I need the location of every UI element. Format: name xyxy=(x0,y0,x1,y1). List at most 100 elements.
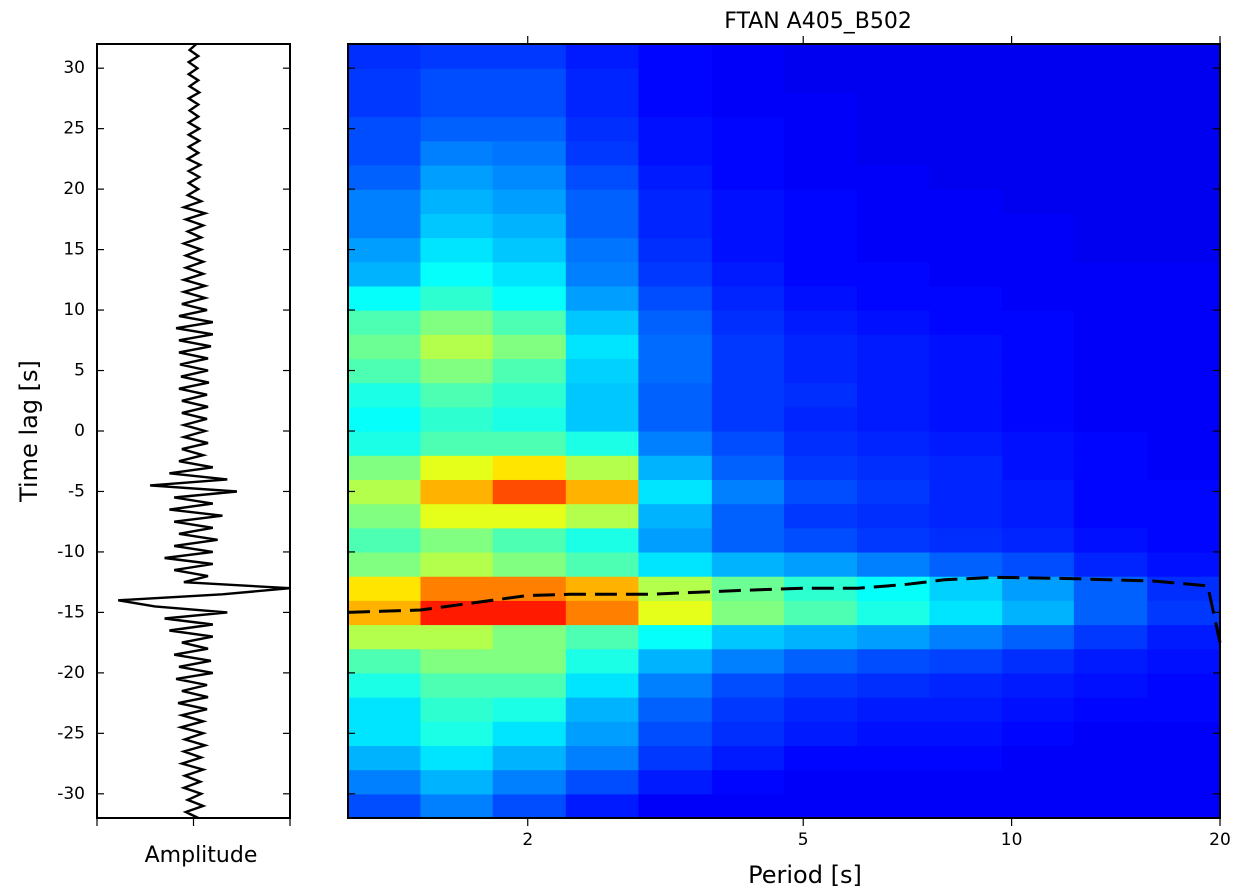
heatmap-cell xyxy=(1073,285,1148,311)
heatmap-cell xyxy=(638,382,713,408)
heatmap-cell xyxy=(348,44,422,69)
heatmap-cell xyxy=(565,285,640,311)
heatmap-cell xyxy=(492,261,567,287)
heatmap-cell xyxy=(1002,745,1075,771)
heatmap-cell xyxy=(711,358,785,384)
heatmap-cell xyxy=(1147,189,1221,214)
heatmap-cell xyxy=(1147,455,1221,480)
heatmap-cell xyxy=(565,793,640,819)
heatmap-cell xyxy=(638,697,713,722)
heatmap-cell xyxy=(565,721,640,747)
heatmap-cell xyxy=(929,213,1003,239)
heatmap-cell xyxy=(348,116,422,142)
heatmap-cell xyxy=(711,285,785,311)
x-axis-label: Period [s] xyxy=(748,861,862,889)
heatmap-cell xyxy=(857,769,931,795)
waveform-line xyxy=(118,43,291,820)
heatmap-cell xyxy=(1002,334,1075,360)
heatmap-cell xyxy=(420,164,494,190)
heatmap-cell xyxy=(565,431,640,456)
heatmap-cell xyxy=(783,479,858,505)
heatmap-cell xyxy=(1002,382,1075,408)
heatmap-cell xyxy=(1073,213,1148,239)
heatmap-cell xyxy=(711,479,785,505)
heatmap-cell xyxy=(929,382,1003,408)
heatmap-cell xyxy=(857,237,931,263)
heatmap-cell xyxy=(857,406,931,432)
heatmap-cell xyxy=(420,334,494,360)
heatmap-cell xyxy=(492,92,567,118)
heatmap-cell xyxy=(638,358,713,384)
heatmap-cell xyxy=(1147,382,1221,408)
y-tick-label: 10 xyxy=(63,300,85,320)
heatmap-cell xyxy=(711,92,785,118)
heatmap-cell xyxy=(783,140,858,166)
heatmap-cell xyxy=(420,527,494,553)
dispersion-curve xyxy=(347,575,1222,643)
heatmap-cell xyxy=(783,213,858,239)
heatmap-cell xyxy=(638,551,713,577)
y-tick-label: -20 xyxy=(57,663,85,683)
heatmap-cell xyxy=(1002,92,1075,118)
heatmap-cell xyxy=(638,68,713,93)
heatmap-cell xyxy=(1147,745,1221,771)
heatmap-cell xyxy=(857,382,931,408)
heatmap-cell xyxy=(348,576,422,601)
heatmap-cell xyxy=(348,697,422,722)
heatmap-cell xyxy=(420,431,494,456)
heatmap-cell xyxy=(565,527,640,553)
heatmap-cell xyxy=(420,261,494,287)
heatmap-cell xyxy=(857,189,931,214)
heatmap-cell xyxy=(565,745,640,771)
heatmap-cell xyxy=(929,721,1003,747)
heatmap-cell xyxy=(565,140,640,166)
heatmap-cell xyxy=(492,310,567,335)
heatmap-cell xyxy=(929,793,1003,819)
y-tick-label: -15 xyxy=(57,602,85,622)
heatmap-cell xyxy=(348,431,422,456)
heatmap-cell xyxy=(1002,44,1075,69)
heatmap-cell xyxy=(1147,697,1221,722)
heatmap-cell xyxy=(420,285,494,311)
y-tick-label: 5 xyxy=(74,361,85,381)
heatmap-cell xyxy=(783,431,858,456)
heatmap-cell xyxy=(1147,334,1221,360)
heatmap-cell xyxy=(857,600,931,626)
y-tick-label: 30 xyxy=(63,58,85,78)
heatmap-cell xyxy=(638,455,713,480)
heatmap-cell xyxy=(857,213,931,239)
x-tick-label: 2 xyxy=(522,830,533,850)
heatmap-cell xyxy=(420,793,494,819)
heatmap-cell xyxy=(1073,600,1148,626)
heatmap-cell xyxy=(711,116,785,142)
heatmap-cell xyxy=(348,406,422,432)
heatmap-cell xyxy=(492,455,567,480)
heatmap-cell xyxy=(565,237,640,263)
heatmap-cell xyxy=(1073,189,1148,214)
heatmap-cell xyxy=(565,261,640,287)
heatmap-cell xyxy=(420,721,494,747)
heatmap-cell xyxy=(420,310,494,335)
heatmap-cell xyxy=(420,92,494,118)
heatmap-cell xyxy=(1073,479,1148,505)
heatmap-cell xyxy=(420,648,494,674)
heatmap-cell xyxy=(1073,237,1148,263)
heatmap-cell xyxy=(638,721,713,747)
heatmap-cell xyxy=(492,769,567,795)
heatmap-cell xyxy=(929,237,1003,263)
heatmap-cell xyxy=(638,189,713,214)
heatmap-cell xyxy=(783,600,858,626)
heatmap-cell xyxy=(565,189,640,214)
heatmap-cell xyxy=(565,600,640,626)
heatmap-cell xyxy=(420,769,494,795)
heatmap-cell xyxy=(638,237,713,263)
heatmap-cell xyxy=(1002,68,1075,93)
heatmap-cell xyxy=(1002,648,1075,674)
heatmap-cell xyxy=(420,382,494,408)
heatmap-cell xyxy=(857,334,931,360)
heatmap-cell xyxy=(492,189,567,214)
heatmap-cell xyxy=(638,527,713,553)
heatmap-cell xyxy=(929,672,1003,698)
heatmap-cell xyxy=(711,164,785,190)
heatmap-cell xyxy=(1002,431,1075,456)
